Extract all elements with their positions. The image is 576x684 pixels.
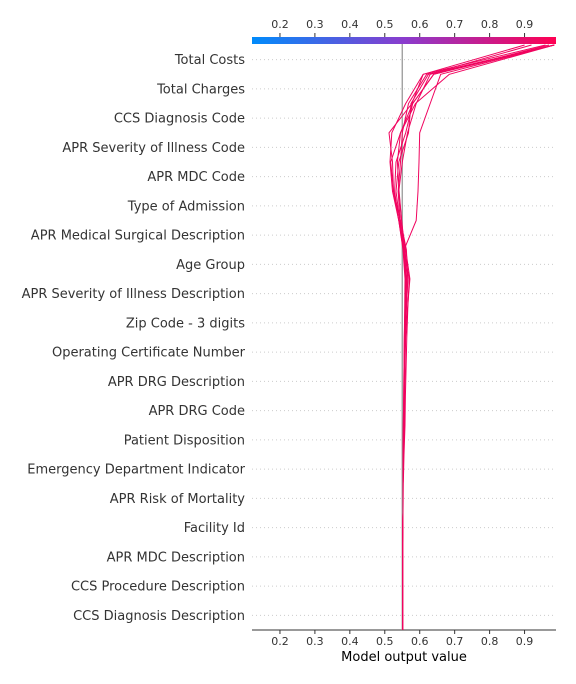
decision-line bbox=[389, 44, 525, 630]
feature-label: CCS Procedure Description bbox=[71, 580, 245, 595]
feature-label: Patient Disposition bbox=[124, 433, 245, 448]
feature-label: APR MDC Code bbox=[147, 170, 245, 185]
x-axis: 0.2 0.2 0.3 0.3 0.4 0.4 0.5 0.5 0.6 0.6 0.7 0.7 0.8 0… bbox=[252, 18, 556, 648]
top-tick-label: 0.5 bbox=[376, 18, 394, 31]
top-tick-label: 0.9 bbox=[516, 18, 534, 31]
x-tick-label: 0.8 bbox=[481, 635, 499, 648]
feature-label: APR DRG Code bbox=[149, 404, 245, 419]
feature-label: APR Risk of Mortality bbox=[110, 492, 246, 507]
decision-line bbox=[396, 44, 555, 630]
feature-labels: Total Costs Total Charges CCS Diagnosis Co… bbox=[22, 53, 246, 624]
feature-label: CCS Diagnosis Description bbox=[73, 609, 245, 624]
feature-label: Emergency Department Indicator bbox=[27, 463, 245, 478]
decision-line bbox=[388, 44, 546, 630]
feature-label: Age Group bbox=[176, 258, 245, 273]
x-tick-label: 0.2 bbox=[271, 635, 289, 648]
top-tick-label: 0.8 bbox=[481, 18, 499, 31]
top-tick-label: 0.6 bbox=[411, 18, 429, 31]
feature-label: Operating Certificate Number bbox=[52, 346, 246, 361]
feature-label: APR MDC Description bbox=[107, 550, 245, 565]
decision-lines bbox=[388, 44, 555, 630]
top-tick-label: 0.4 bbox=[341, 18, 359, 31]
feature-label: Total Charges bbox=[156, 82, 245, 97]
feature-label: Type of Admission bbox=[127, 199, 245, 214]
decision-line bbox=[398, 44, 555, 630]
feature-label: Zip Code - 3 digits bbox=[126, 316, 245, 331]
x-tick-label: 0.3 bbox=[306, 635, 324, 648]
feature-label: APR Severity of Illness Code bbox=[62, 141, 245, 156]
feature-label: Facility Id bbox=[184, 521, 245, 536]
feature-label: CCS Diagnosis Code bbox=[114, 112, 245, 127]
x-tick-label: 0.9 bbox=[516, 635, 534, 648]
feature-label: APR Severity of Illness Description bbox=[22, 287, 245, 302]
decision-line bbox=[390, 44, 555, 630]
x-tick-label: 0.6 bbox=[411, 635, 429, 648]
top-tick-label: 0.2 bbox=[271, 18, 289, 31]
decision-line bbox=[394, 44, 550, 630]
colorbar bbox=[252, 37, 556, 44]
decision-line bbox=[402, 44, 555, 630]
top-tick-label: 0.7 bbox=[446, 18, 464, 31]
feature-label: APR DRG Description bbox=[108, 375, 245, 390]
x-axis-label: Model output value bbox=[341, 650, 467, 665]
x-tick-label: 0.4 bbox=[341, 635, 359, 648]
decision-line bbox=[397, 44, 555, 630]
decision-line bbox=[395, 44, 532, 630]
feature-label: Total Costs bbox=[174, 53, 245, 68]
x-tick-label: 0.5 bbox=[376, 635, 394, 648]
top-tick-label: 0.3 bbox=[306, 18, 324, 31]
x-tick-label: 0.7 bbox=[446, 635, 464, 648]
feature-label: APR Medical Surgical Description bbox=[31, 229, 245, 244]
